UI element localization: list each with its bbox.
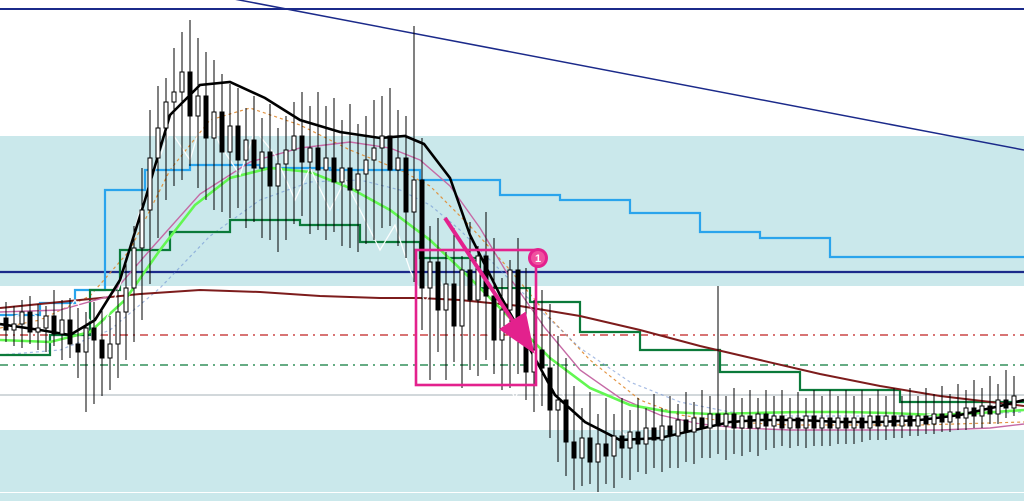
marker-1-label: 1 [535,253,541,265]
candlestick-chart: 1 1 [0,0,1024,502]
chart-svg: 1 [0,0,1024,502]
